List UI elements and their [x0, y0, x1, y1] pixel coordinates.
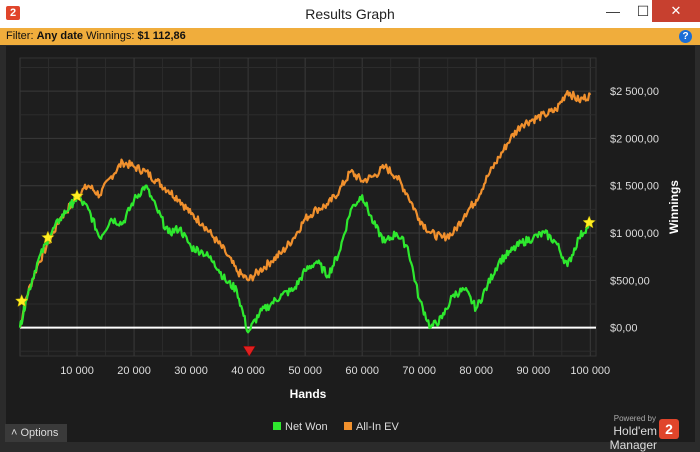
filter-bar: Filter: Any date Winnings: $1 112,86 ?: [0, 28, 700, 45]
x-tick-label: 50 000: [288, 365, 322, 377]
window-title: Results Graph: [305, 6, 395, 22]
y-tick-label: $1 500,00: [610, 181, 659, 193]
options-label: Options: [20, 427, 59, 439]
star-marker: [41, 230, 55, 244]
y-tick-label: $2 000,00: [610, 133, 659, 145]
star-marker: [70, 188, 84, 202]
chevron-up-icon: ˄: [11, 427, 18, 439]
help-icon[interactable]: ?: [679, 30, 692, 43]
x-tick-label: 100 000: [570, 365, 610, 377]
filter-label: Filter:: [6, 30, 34, 42]
chart-panel: 10 000 20 000 30 000 40 000 50 000 60 000 70 0…: [6, 46, 695, 442]
legend-label: Net Won: [285, 421, 328, 433]
y-tick-label: $500,00: [610, 275, 650, 287]
close-button[interactable]: ✕: [652, 0, 700, 22]
results-chart: 10 000 20 000 30 000 40 000 50 000 60 000 70 0…: [14, 57, 681, 433]
plot-area: [19, 57, 597, 357]
x-tick-label: 30 000: [174, 365, 208, 377]
legend-swatch: [273, 422, 281, 430]
series-line-all-in-ev: [18, 89, 592, 328]
min-marker: [242, 346, 256, 357]
minimize-button[interactable]: —: [606, 3, 620, 19]
y-tick-label: $0,00: [610, 323, 638, 335]
filter-date-value[interactable]: Any date: [36, 30, 84, 42]
x-tick-label: 90 000: [516, 365, 550, 377]
x-tick-label: 40 000: [231, 365, 265, 377]
y-tick-label: $1 000,00: [610, 228, 659, 240]
maximize-button[interactable]: ☐: [636, 3, 650, 19]
brand-name: Hold'em Manager: [609, 424, 657, 452]
winnings-value: $1 112,86: [137, 30, 186, 42]
winnings-label: Winnings:: [86, 30, 135, 42]
x-tick-label: 60 000: [345, 365, 379, 377]
legend-label: All-In EV: [356, 421, 399, 433]
powered-by-text: Powered by: [613, 414, 656, 423]
y-axis-label: Winnings: [667, 180, 681, 234]
options-button[interactable]: ˄ Options: [5, 424, 67, 442]
brand-logo-icon: 2: [659, 419, 679, 439]
legend-swatch: [344, 422, 352, 430]
x-axis-label: Hands: [290, 387, 327, 401]
series-line-net-won: [18, 184, 592, 334]
app-logo-icon: 2: [6, 6, 20, 20]
y-tick-label: $2 500,00: [610, 86, 659, 98]
x-tick-label: 20 000: [117, 365, 151, 377]
x-tick-label: 10 000: [60, 365, 94, 377]
title-bar: 2 Results Graph — ☐ ✕: [0, 0, 700, 28]
star-marker: [14, 293, 29, 307]
x-tick-label: 70 000: [402, 365, 436, 377]
star-marker: [582, 215, 596, 229]
x-tick-label: 80 000: [459, 365, 493, 377]
